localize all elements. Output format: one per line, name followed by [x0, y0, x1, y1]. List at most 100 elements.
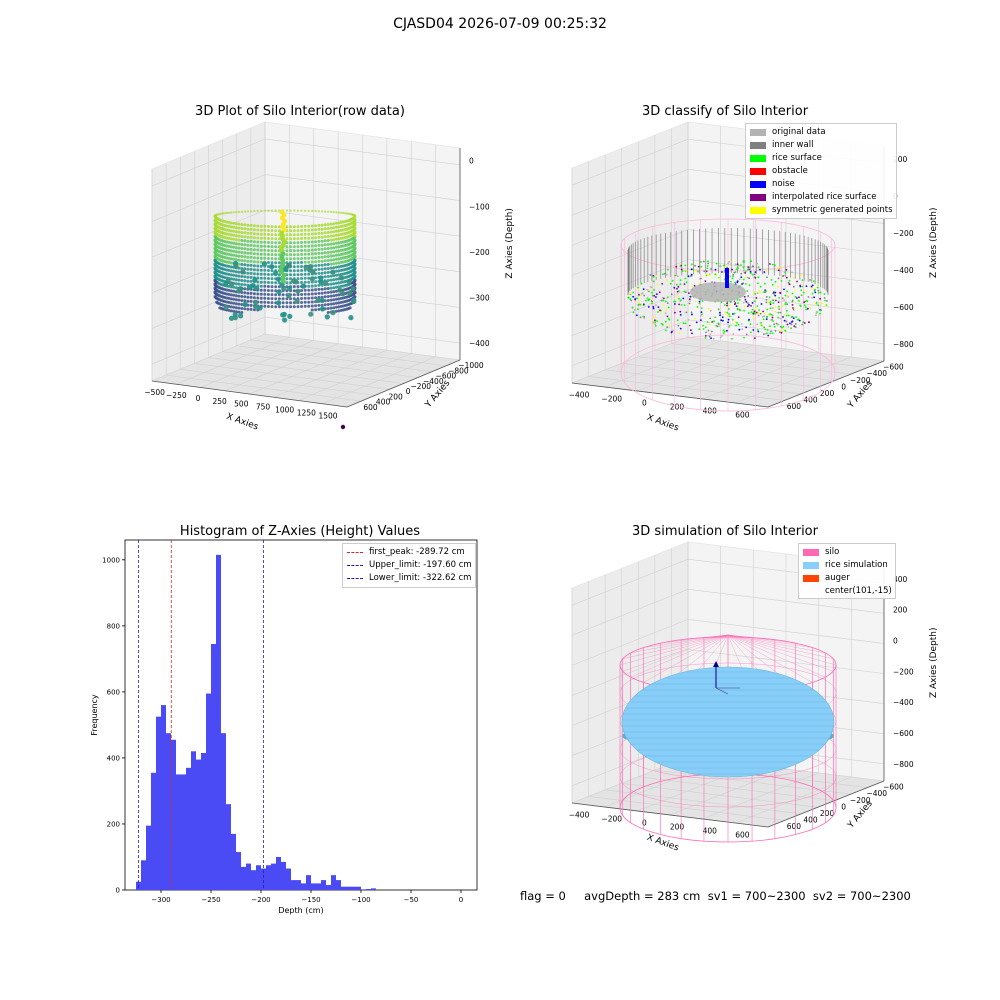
data-point [229, 241, 233, 245]
data-point [337, 265, 341, 269]
data-point [303, 304, 307, 308]
data-point [317, 210, 321, 213]
grid-line [151, 316, 266, 365]
data-point [320, 303, 324, 307]
data-point [259, 284, 263, 288]
data-point [270, 285, 274, 289]
data-point [263, 244, 267, 248]
data-point [317, 307, 321, 311]
data-point [270, 305, 274, 309]
data-point [289, 257, 293, 261]
grid-line [208, 357, 404, 384]
data-point [249, 275, 253, 279]
data-point [232, 253, 236, 257]
data-point [285, 297, 289, 301]
data-point [350, 286, 356, 292]
data-point [266, 285, 270, 288]
data-point [323, 247, 327, 251]
x-tick-label: 1500 [318, 411, 337, 420]
data-point [303, 224, 307, 228]
data-point [332, 254, 336, 258]
data-point [326, 307, 330, 310]
data-point [300, 289, 304, 292]
data-point [320, 239, 324, 243]
data-point [323, 263, 327, 267]
data-point [300, 301, 304, 304]
data-point [237, 274, 241, 278]
data-point [289, 233, 293, 237]
data-point [289, 301, 293, 305]
data-point [292, 245, 296, 249]
x-tick-label: 500 [234, 400, 249, 409]
data-point [249, 259, 253, 263]
data-point [227, 244, 231, 248]
data-point [303, 260, 307, 264]
data-point [253, 304, 259, 310]
y-tick-label: 600 [363, 403, 378, 412]
data-point [289, 249, 293, 253]
grid-line [194, 363, 390, 390]
data-point [295, 288, 301, 294]
legend-item: interpolated rice surface [750, 191, 877, 203]
data-point [281, 305, 285, 309]
x-tick-label: 750 [256, 403, 271, 412]
data-point [334, 257, 338, 261]
data-point [353, 282, 357, 286]
data-point [266, 249, 270, 252]
legend-label: first_peak: -289.72 cm [369, 547, 465, 557]
data-point [246, 299, 250, 303]
data-point [353, 246, 357, 250]
grid-line [166, 374, 362, 402]
z-tick-label: −300 [469, 293, 490, 302]
rice-surface [621, 666, 835, 778]
data-point [274, 305, 278, 309]
data-point [246, 259, 250, 263]
data-point [353, 242, 357, 246]
data-point [270, 241, 274, 245]
data-point [289, 229, 293, 233]
data-point [335, 211, 338, 214]
data-point [344, 212, 347, 215]
data-point [310, 296, 314, 300]
data-point [348, 306, 352, 310]
data-point [292, 261, 296, 265]
data-point [329, 286, 333, 290]
grid-line [180, 368, 376, 396]
data-point [249, 210, 253, 213]
legend-label: obstacle [772, 166, 808, 176]
data-point [266, 229, 270, 232]
data-point [252, 292, 256, 296]
data-point [256, 296, 260, 300]
y-tick-label: 400 [376, 398, 391, 407]
data-point [329, 222, 333, 226]
data-point [332, 258, 336, 262]
data-point [270, 253, 274, 257]
data-point [326, 227, 330, 230]
data-point [270, 269, 274, 273]
data-point [307, 244, 311, 248]
data-point [256, 240, 260, 244]
data-point [270, 233, 274, 237]
data-point [232, 273, 236, 277]
data-point [307, 292, 311, 296]
data-point [229, 297, 233, 301]
data-point [274, 297, 278, 301]
data-point [326, 251, 330, 254]
y-tick-label: −1000 [458, 361, 484, 370]
legend-item: rice simulation [803, 559, 888, 571]
data-point [329, 230, 333, 234]
data-point [246, 255, 250, 259]
data-point [353, 262, 357, 266]
x-tick-label: 1250 [297, 408, 316, 417]
z-tick-label: −800 [893, 760, 914, 769]
data-point [237, 266, 241, 270]
data-point [314, 228, 318, 232]
data-point [300, 261, 304, 264]
x-tick-label: −400 [569, 811, 590, 820]
histogram-legend: first_peak: -289.72 cm Upper_limit: -197.… [342, 543, 476, 588]
data-point [240, 307, 244, 310]
data-point [237, 210, 241, 214]
data-point [337, 261, 341, 265]
data-point [252, 268, 256, 272]
data-point [296, 225, 300, 229]
